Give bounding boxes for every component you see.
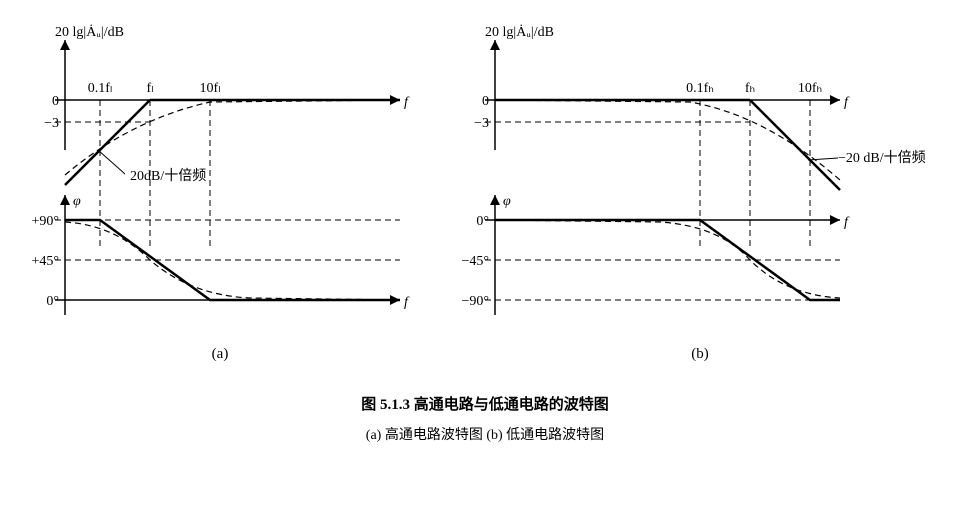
svg-text:+45°: +45° xyxy=(32,254,60,269)
bode-plot-figure: 20 lg|Ȧᵤ|/dB f 0 −3 0.1fₗ fₗ 10fₗ 20dB/十倍频 φ f +90… xyxy=(20,20,950,444)
svg-text:0: 0 xyxy=(52,94,59,109)
chart-a-label: (a) xyxy=(20,346,420,363)
svg-text:f: f xyxy=(404,95,410,110)
svg-text:0°: 0° xyxy=(476,214,489,229)
svg-text:−3: −3 xyxy=(474,116,489,131)
svg-text:0.1fₕ: 0.1fₕ xyxy=(686,81,714,96)
figure-caption: 图 5.1.3 高通电路与低通电路的波特图 (a) 高通电路波特图 (b) 低通… xyxy=(361,393,609,444)
svg-text:φ: φ xyxy=(503,194,511,209)
bode-lowpass-svg: 20 lg|Ȧᵤ|/dB f 0 −3 0.1fₕ fₕ 10fₕ −20 dB/十倍频 φ f 0… xyxy=(450,20,950,340)
svg-text:f: f xyxy=(844,215,850,230)
svg-text:fₕ: fₕ xyxy=(745,81,755,96)
svg-text:0: 0 xyxy=(482,94,489,109)
svg-text:+90°: +90° xyxy=(32,214,60,229)
svg-text:20dB/十倍频: 20dB/十倍频 xyxy=(130,168,206,184)
caption-main: 图 5.1.3 高通电路与低通电路的波特图 xyxy=(361,393,609,414)
svg-text:−90°: −90° xyxy=(462,294,490,309)
svg-text:f: f xyxy=(844,95,850,110)
chart-a-col: 20 lg|Ȧᵤ|/dB f 0 −3 0.1fₗ fₗ 10fₗ 20dB/十倍频 φ f +90… xyxy=(20,20,420,363)
svg-text:10fₗ: 10fₗ xyxy=(200,81,221,96)
svg-text:−20 dB/十倍频: −20 dB/十倍频 xyxy=(838,150,926,166)
chart-b-col: 20 lg|Ȧᵤ|/dB f 0 −3 0.1fₕ fₕ 10fₕ −20 dB/十倍频 φ f 0… xyxy=(450,20,950,363)
svg-text:−45°: −45° xyxy=(462,254,490,269)
caption-sub: (a) 高通电路波特图 (b) 低通电路波特图 xyxy=(361,424,609,444)
charts-row: 20 lg|Ȧᵤ|/dB f 0 −3 0.1fₗ fₗ 10fₗ 20dB/十倍频 φ f +90… xyxy=(20,20,950,363)
svg-text:20 lg|Ȧᵤ|/dB: 20 lg|Ȧᵤ|/dB xyxy=(55,24,124,40)
svg-text:0°: 0° xyxy=(46,294,59,309)
svg-text:f: f xyxy=(404,295,410,310)
chart-b-label: (b) xyxy=(450,346,950,363)
svg-text:10fₕ: 10fₕ xyxy=(798,81,822,96)
svg-text:fₗ: fₗ xyxy=(147,81,154,96)
svg-text:0.1fₗ: 0.1fₗ xyxy=(88,81,113,96)
svg-text:φ: φ xyxy=(73,194,81,209)
svg-text:−3: −3 xyxy=(44,116,59,131)
svg-text:20 lg|Ȧᵤ|/dB: 20 lg|Ȧᵤ|/dB xyxy=(485,24,554,40)
bode-highpass-svg: 20 lg|Ȧᵤ|/dB f 0 −3 0.1fₗ fₗ 10fₗ 20dB/十倍频 φ f +90… xyxy=(20,20,420,340)
